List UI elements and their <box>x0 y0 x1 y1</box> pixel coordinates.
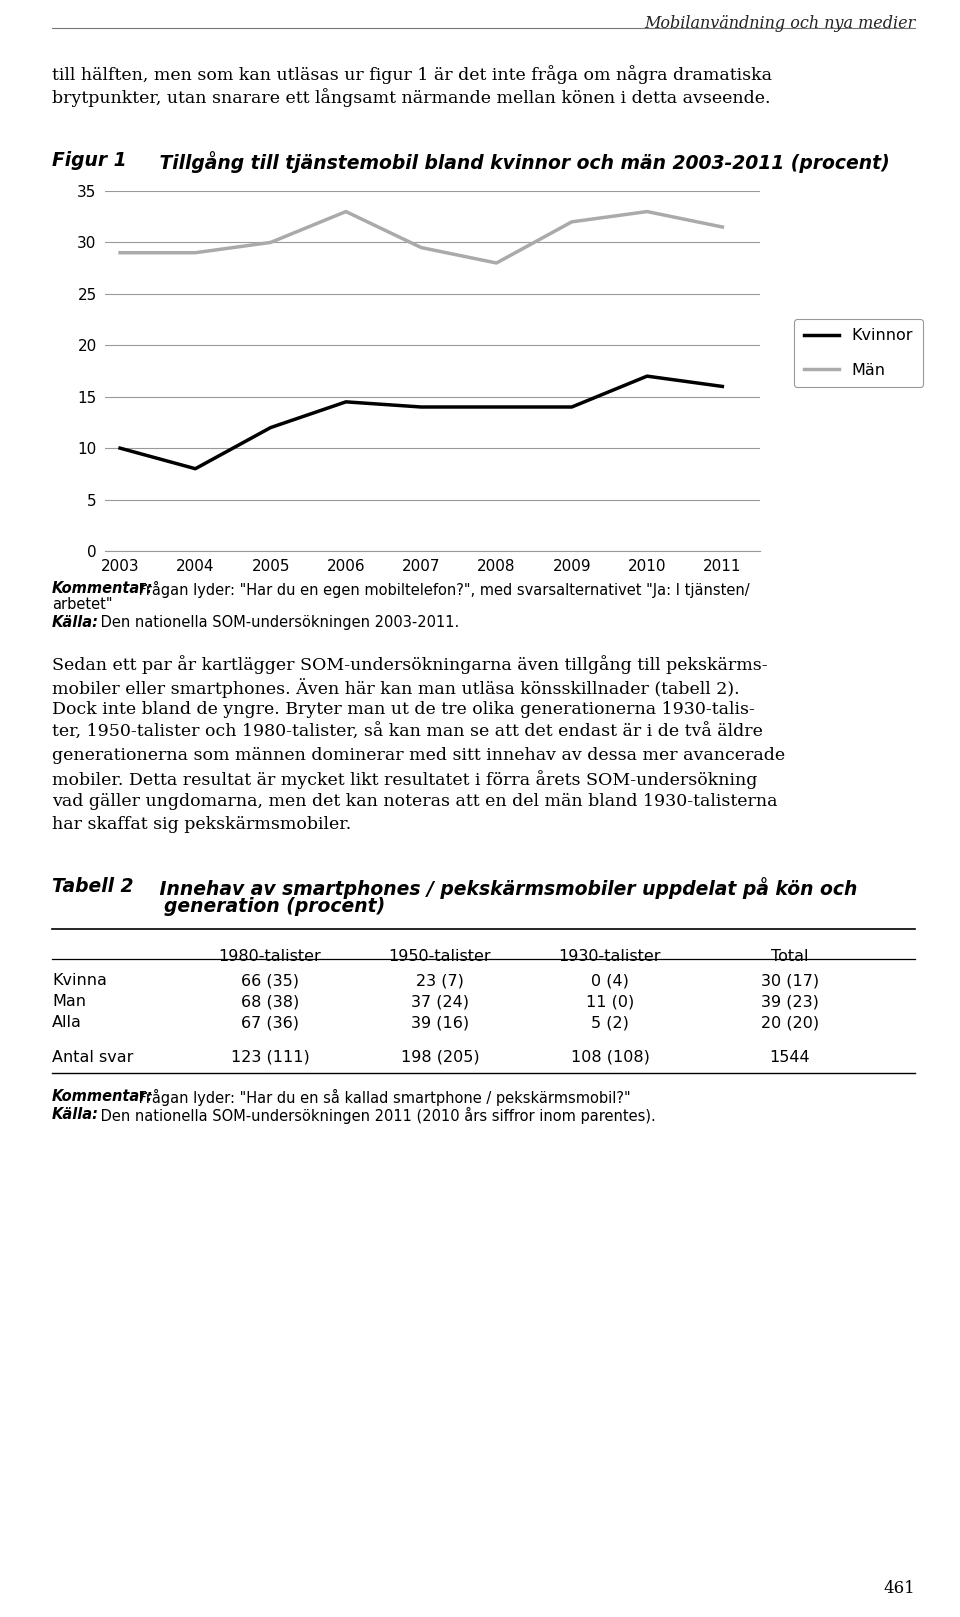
Text: Innehav av smartphones / pekskärmsmobiler uppdelat på kön och: Innehav av smartphones / pekskärmsmobile… <box>140 876 857 899</box>
Text: Källa:: Källa: <box>52 614 99 631</box>
Text: Tillgång till tjänstemobil bland kvinnor och män 2003-2011 (procent): Tillgång till tjänstemobil bland kvinnor… <box>140 150 890 173</box>
Text: Den nationella SOM-undersökningen 2003-2011.: Den nationella SOM-undersökningen 2003-2… <box>96 614 459 631</box>
Text: Kvinna: Kvinna <box>52 973 107 988</box>
Text: Kommentar:: Kommentar: <box>52 1088 154 1104</box>
Text: 11 (0): 11 (0) <box>586 994 635 1009</box>
Text: mobiler eller smartphones. Även här kan man utläsa könsskillnader (tabell 2).: mobiler eller smartphones. Även här kan … <box>52 678 739 699</box>
Text: mobiler. Detta resultat är mycket likt resultatet i förra årets SOM-undersökning: mobiler. Detta resultat är mycket likt r… <box>52 770 757 789</box>
Text: till hälften, men som kan utläsas ur figur 1 är det inte fråga om några dramatis: till hälften, men som kan utläsas ur fig… <box>52 65 772 84</box>
Text: 1930-talister: 1930-talister <box>559 949 661 964</box>
Text: Den nationella SOM-undersökningen 2011 (2010 års siffror inom parentes).: Den nationella SOM-undersökningen 2011 (… <box>96 1108 656 1124</box>
Text: Mobilanvändning och nya medier: Mobilanvändning och nya medier <box>644 15 915 32</box>
Text: 37 (24): 37 (24) <box>411 994 469 1009</box>
Text: Tabell 2: Tabell 2 <box>52 876 133 896</box>
Text: 5 (2): 5 (2) <box>591 1015 629 1030</box>
Legend: Kvinnor, Män: Kvinnor, Män <box>794 319 923 386</box>
Text: Kommentar:: Kommentar: <box>52 581 154 597</box>
Text: 1950-talister: 1950-talister <box>389 949 492 964</box>
Text: Man: Man <box>52 994 86 1009</box>
Text: 1980-talister: 1980-talister <box>219 949 322 964</box>
Text: 108 (108): 108 (108) <box>570 1049 649 1066</box>
Text: Alla: Alla <box>52 1015 82 1030</box>
Text: 67 (36): 67 (36) <box>241 1015 299 1030</box>
Text: Frågan lyder: "Har du en egen mobiltelefon?", med svarsalternativet "Ja: I tjäns: Frågan lyder: "Har du en egen mobiltelef… <box>134 581 750 598</box>
Text: 39 (16): 39 (16) <box>411 1015 469 1030</box>
Text: 30 (17): 30 (17) <box>761 973 819 988</box>
Text: Källa:: Källa: <box>52 1108 99 1122</box>
Text: Antal svar: Antal svar <box>52 1049 133 1066</box>
Text: generationerna som männen dominerar med sitt innehav av dessa mer avancerade: generationerna som männen dominerar med … <box>52 747 785 763</box>
Text: 1544: 1544 <box>770 1049 810 1066</box>
Text: vad gäller ungdomarna, men det kan noteras att en del män bland 1930-talisterna: vad gäller ungdomarna, men det kan noter… <box>52 792 778 810</box>
Text: Figur 1: Figur 1 <box>52 150 127 170</box>
Text: 66 (35): 66 (35) <box>241 973 299 988</box>
Text: Sedan ett par år kartlägger SOM-undersökningarna även tillgång till pekskärms-: Sedan ett par år kartlägger SOM-undersök… <box>52 655 768 674</box>
Text: 68 (38): 68 (38) <box>241 994 300 1009</box>
Text: generation (procent): generation (procent) <box>164 897 385 915</box>
Text: Frågan lyder: "Har du en så kallad smartphone / pekskärmsmobil?": Frågan lyder: "Har du en så kallad smart… <box>134 1088 631 1106</box>
Text: arbetet": arbetet" <box>52 597 112 611</box>
Text: 461: 461 <box>883 1580 915 1598</box>
Text: Dock inte bland de yngre. Bryter man ut de tre olika generationerna 1930-talis-: Dock inte bland de yngre. Bryter man ut … <box>52 702 755 718</box>
Text: har skaffat sig pekskärmsmobiler.: har skaffat sig pekskärmsmobiler. <box>52 817 351 833</box>
Text: brytpunkter, utan snarare ett långsamt närmande mellan könen i detta avseende.: brytpunkter, utan snarare ett långsamt n… <box>52 87 771 107</box>
Text: 0 (4): 0 (4) <box>591 973 629 988</box>
Text: 20 (20): 20 (20) <box>761 1015 819 1030</box>
Text: 123 (111): 123 (111) <box>230 1049 309 1066</box>
Text: 39 (23): 39 (23) <box>761 994 819 1009</box>
Text: 198 (205): 198 (205) <box>400 1049 479 1066</box>
Text: 23 (7): 23 (7) <box>416 973 464 988</box>
Text: ter, 1950-talister och 1980-talister, så kan man se att det endast är i de två ä: ter, 1950-talister och 1980-talister, så… <box>52 724 763 741</box>
Text: Total: Total <box>771 949 808 964</box>
